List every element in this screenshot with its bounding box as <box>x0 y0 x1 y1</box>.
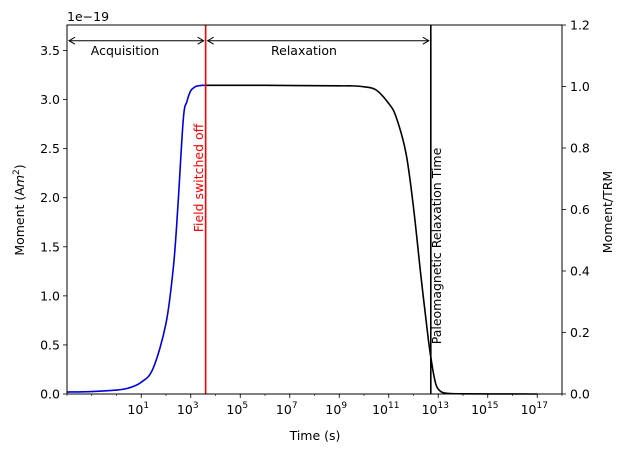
left-tick-label: 2.5 <box>40 141 60 156</box>
right-tick-label: 0.6 <box>570 202 590 217</box>
plot-frame <box>66 24 563 395</box>
relaxation-label: Relaxation <box>271 43 337 58</box>
x-tick-label: 1015 <box>471 401 498 417</box>
left-tick-label: 0.0 <box>40 387 60 402</box>
right-axis-ticks: 0.0 0.2 0.4 0.6 0.8 1.0 1.2 <box>562 18 590 402</box>
left-axis-offset-text: 1e−19 <box>67 9 109 24</box>
left-tick-label: 3.0 <box>40 92 60 107</box>
left-tick-label: 1.0 <box>40 288 60 303</box>
field-switched-off-label: Field switched off <box>191 123 206 232</box>
x-tick-label: 109 <box>325 401 347 417</box>
left-tick-label: 3.5 <box>40 43 60 58</box>
x-tick-label: 107 <box>276 401 298 417</box>
relaxation-curve <box>205 84 538 395</box>
x-tick-label: 1013 <box>422 401 449 417</box>
left-tick-label: 0.5 <box>40 337 60 352</box>
x-tick-label: 1011 <box>372 401 399 417</box>
right-tick-label: 0.4 <box>570 264 590 279</box>
acquisition-curve <box>66 84 206 393</box>
right-tick-label: 0.2 <box>570 325 590 340</box>
right-tick-label: 0.0 <box>570 387 590 402</box>
right-tick-label: 0.8 <box>570 141 590 156</box>
acquisition-arrow-head-right <box>197 36 205 45</box>
x-axis-label: Time (s) <box>289 428 341 443</box>
relaxation-time-label: Paleomagnetic Relaxation Time <box>429 147 444 344</box>
left-axis-label: Moment (Am2) <box>12 164 27 255</box>
acquisition-label: Acquisition <box>91 43 159 58</box>
relaxation-arrow-head-right <box>422 36 430 45</box>
left-axis-ticks: 0.0 0.5 1.0 1.5 2.0 2.5 3.0 3.5 <box>40 43 67 402</box>
relaxation-arrow-head-left <box>206 36 214 45</box>
x-tick-label: 1017 <box>521 401 548 417</box>
plot-layer <box>66 25 538 395</box>
right-tick-label: 1.0 <box>570 79 590 94</box>
x-axis-ticks: 101 103 105 107 109 1011 1013 1015 1017 <box>66 394 563 417</box>
left-tick-label: 2.0 <box>40 190 60 205</box>
right-axis-label: Moment/TRM <box>600 171 615 253</box>
right-tick-label: 1.2 <box>570 18 590 33</box>
x-tick-label: 105 <box>226 401 248 417</box>
left-tick-label: 1.5 <box>40 239 60 254</box>
x-tick-label: 101 <box>127 401 149 417</box>
x-tick-label: 103 <box>177 401 199 417</box>
acquisition-arrow-head-left <box>68 36 76 45</box>
